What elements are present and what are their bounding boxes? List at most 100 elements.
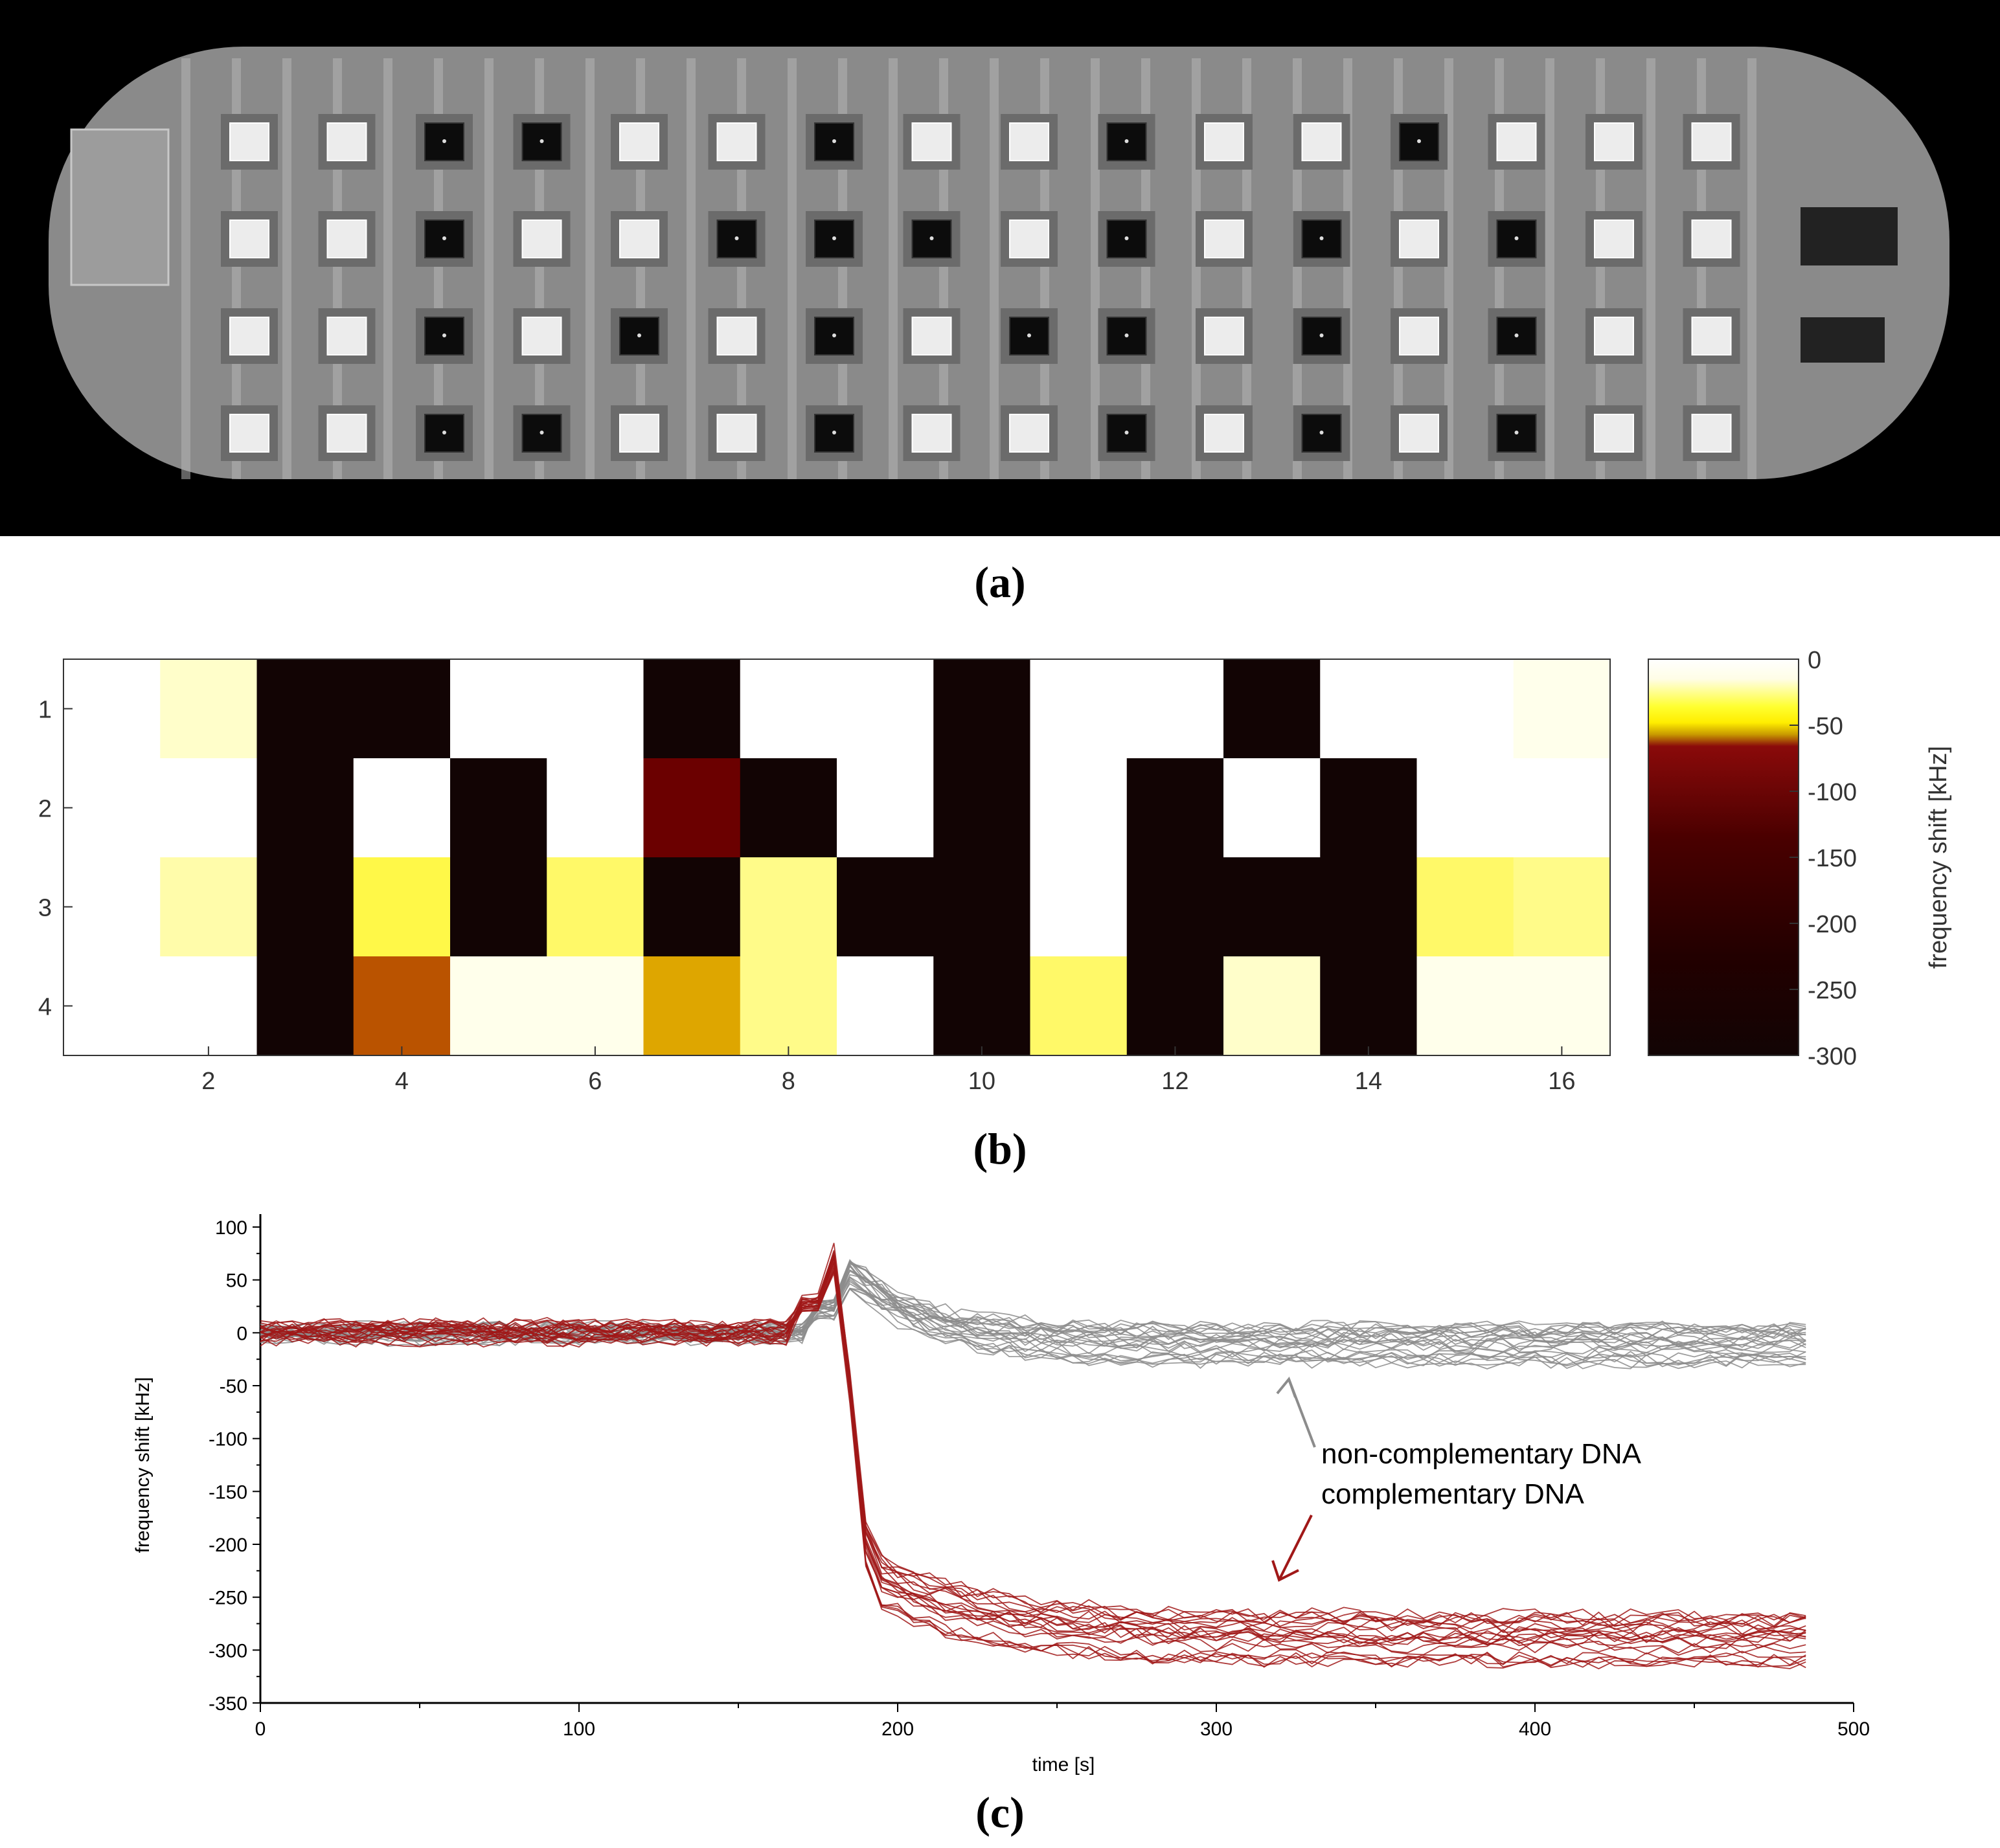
sensor-pad	[716, 317, 757, 355]
series-non-complementary	[260, 1259, 1806, 1369]
sensor-dot	[832, 236, 836, 240]
colorbar	[1648, 659, 1799, 1056]
sensor-dot	[1124, 236, 1129, 240]
heatmap-cell	[547, 956, 644, 1056]
heatmap-cell	[1513, 857, 1611, 957]
heatmap-cell	[837, 857, 934, 957]
heatmap-cell	[1513, 758, 1611, 858]
sensor-pad	[229, 414, 269, 453]
sensor-pad	[619, 220, 659, 258]
series-complementary	[260, 1243, 1806, 1670]
heatmap-cell	[1416, 857, 1514, 957]
heatmap-cell	[643, 659, 741, 759]
chip-trace	[788, 58, 797, 479]
sensor-dot	[442, 333, 446, 337]
heatmap-cell	[450, 758, 547, 858]
sensor-pad	[326, 317, 367, 355]
colorbar-tick-label: -200	[1808, 911, 1857, 938]
series-complementary-line	[260, 1261, 1806, 1656]
heatmap-cell	[160, 956, 257, 1056]
colorbar-tick-label: 0	[1808, 648, 1821, 674]
chip-trace	[484, 58, 494, 479]
heatmap-x-tick-label: 6	[588, 1068, 602, 1095]
series-complementary-line	[260, 1268, 1806, 1642]
x-tick-label: 300	[1200, 1718, 1233, 1740]
heatmap-cell	[837, 758, 934, 858]
heatmap-cell	[740, 956, 837, 1056]
heatmap-cell	[63, 857, 161, 957]
sensor-pad	[911, 317, 952, 355]
heatmap-x-tick-label: 12	[1161, 1068, 1188, 1095]
heatmap-cell	[547, 659, 644, 759]
sensor-pad	[1399, 414, 1439, 453]
sensor-dot	[832, 431, 836, 434]
heatmap-cell	[837, 956, 934, 1056]
sensor-dot	[1319, 236, 1324, 240]
colorbar-label: frequency shift [kHz]	[1925, 746, 1952, 969]
series-complementary-line	[260, 1263, 1806, 1627]
series-non-complementary-line	[260, 1270, 1806, 1361]
sensor-pad	[1204, 220, 1244, 258]
sensor-dot	[1417, 139, 1421, 143]
sensor-pad	[229, 317, 269, 355]
sensor-pad	[521, 317, 562, 355]
sensor-pad	[1594, 414, 1634, 453]
sensor-pad	[716, 122, 757, 161]
heatmap-cell	[160, 857, 257, 957]
heatmap-cell	[643, 857, 741, 957]
heatmap-frame	[63, 659, 1611, 1056]
sensor-dot	[832, 333, 836, 337]
heatmap-cell	[63, 659, 161, 759]
series-non-complementary-line	[260, 1276, 1806, 1366]
sensor-pad	[521, 122, 562, 161]
sensor-dot	[442, 139, 446, 143]
colorbar-tick-label: -150	[1808, 845, 1857, 872]
heatmap-cell	[1223, 659, 1321, 759]
heatmap-cell	[740, 758, 837, 858]
y-axis-label: frequency shift [kHz]	[132, 1377, 153, 1553]
panel-c-label: (c)	[975, 1788, 1025, 1837]
heatmap-cell	[643, 758, 741, 858]
chip-trace	[282, 58, 291, 479]
y-tick-label: 100	[215, 1217, 247, 1239]
sensor-pad	[1204, 414, 1244, 453]
heatmap-cell	[1223, 758, 1321, 858]
sensor-pad	[911, 122, 952, 161]
heatmap-cell	[450, 857, 547, 957]
sensor-dot	[637, 333, 641, 337]
heatmap-x-tick-label: 2	[201, 1068, 215, 1095]
sensor-dot	[1514, 333, 1519, 337]
heatmap-cell	[740, 659, 837, 759]
heatmap-cell	[63, 758, 161, 858]
sensor-dot	[734, 236, 739, 240]
chip-right-contacts-2	[1801, 317, 1885, 363]
chip-trace	[889, 58, 898, 479]
heatmap-cell	[160, 758, 257, 858]
heatmap-y-tick-label: 1	[38, 697, 52, 724]
sensor-pad	[326, 220, 367, 258]
sensor-pad	[229, 122, 269, 161]
panel-a-label: (a)	[974, 558, 1026, 607]
y-tick-label: -200	[209, 1535, 247, 1556]
sensor-pad	[619, 414, 659, 453]
heatmap-cell	[1223, 857, 1321, 957]
sensor-dot	[832, 139, 836, 143]
sensor-pad	[1691, 220, 1732, 258]
sensor-dot	[442, 236, 446, 240]
chip-micrograph	[0, 0, 2000, 536]
heatmap-cell	[353, 956, 451, 1056]
colorbar-tick-label: -300	[1808, 1043, 1857, 1070]
heatmap-cell	[1223, 956, 1321, 1056]
sensor-pad	[716, 414, 757, 453]
heatmap-cell	[1030, 758, 1128, 858]
chip-trace	[1545, 58, 1554, 479]
x-tick-label: 200	[881, 1718, 914, 1740]
chip-trace	[383, 58, 392, 479]
heatmap-x-tick-label: 8	[782, 1068, 795, 1095]
series-non-complementary-line	[260, 1283, 1806, 1367]
heatmap-cells	[63, 659, 1611, 1056]
chip-trace	[1747, 58, 1756, 479]
y-tick-label: -350	[209, 1693, 247, 1715]
heatmap-cell	[1513, 659, 1611, 759]
